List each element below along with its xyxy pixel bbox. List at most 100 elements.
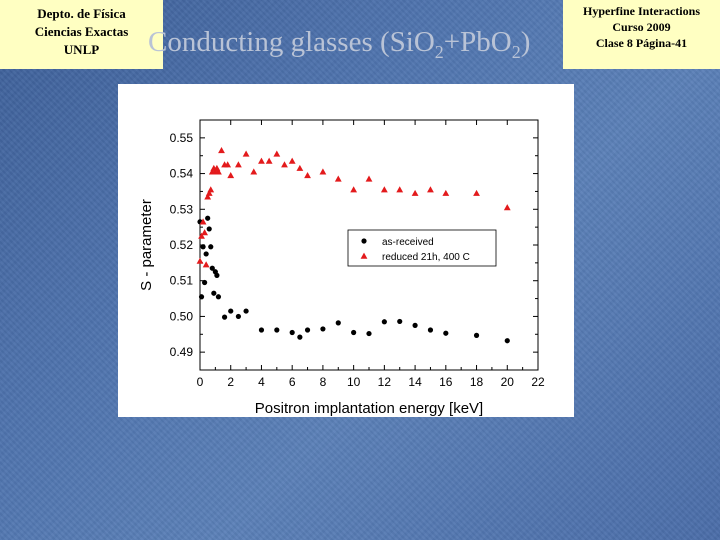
x-tick-label: 8 [320,375,327,389]
data-point-reduced [281,161,288,168]
x-tick-label: 0 [197,375,204,389]
chart-panel: 0 2 4 6 8 10 12 14 16 18 20 22 0.49 0.50 0.51 0.52 0.53 0… [118,84,574,417]
data-point-reduced [380,186,388,193]
faculty-line: Ciencias Exactas [34,24,129,39]
x-tick-label: 16 [439,375,453,389]
data-point-reduced [273,150,281,157]
data-point-reduced [215,168,222,175]
data-point-as-received [381,319,387,325]
data-point-reduced [227,171,235,179]
data-point-as-received [412,322,418,328]
legend-label: as-received [382,237,434,248]
data-point-reduced [473,189,480,196]
data-point-reduced [411,189,419,196]
course-year: Curso 2009 [612,20,671,34]
x-tick-label: 2 [227,375,234,389]
university-line: UNLP [63,42,100,57]
x-tick-label: 12 [378,375,392,389]
x-tick-label: 4 [258,375,265,389]
data-point-as-received [228,308,234,314]
legend-label: reduced 21h, 400 C [382,252,470,263]
data-point-reduced [218,146,225,154]
data-point-reduced [202,261,210,268]
x-tick-label: 14 [408,375,422,389]
data-point-reduced [296,164,304,171]
data-point-as-received [258,327,265,333]
data-point-reduced [235,161,242,168]
data-point-as-received [198,294,205,300]
data-point-as-received [320,326,326,332]
x-tick-label: 10 [347,375,361,389]
legend-marker-reduced [360,252,368,259]
course-name: Hyperfine Interactions [583,4,700,18]
y-tick-label: 0.50 [170,309,194,323]
data-point-reduced [427,186,434,193]
data-point-as-received [208,244,214,250]
data-point-as-received [335,320,341,326]
data-point-as-received [205,215,211,221]
data-point-reduced [396,186,404,193]
data-point-reduced [503,204,511,211]
data-point-as-received [427,327,434,333]
y-tick-label: 0.53 [170,202,194,216]
data-point-reduced [204,193,212,200]
data-point-as-received [351,329,357,336]
data-point-reduced [442,189,450,196]
s-parameter-chart: 0 2 4 6 8 10 12 14 16 18 20 22 0.49 0.50 0.51 0.52 0.53 0… [138,119,545,417]
data-point-reduced [365,175,373,182]
data-point-reduced [224,161,232,168]
data-point-reduced [250,168,258,175]
x-tick-label: 6 [289,375,296,389]
data-point-as-received [504,338,510,344]
legend-marker-as-received [361,238,367,244]
data-point-as-received [235,313,242,320]
data-point-reduced [304,171,311,179]
data-point-reduced [199,218,207,225]
y-tick-label: 0.52 [170,238,194,252]
legend-box [347,229,497,267]
data-point-reduced [207,186,215,193]
x-tick-label: 20 [501,375,515,389]
data-point-reduced [201,229,209,236]
x-tick-label: 18 [470,375,484,389]
y-tick-label: 0.51 [170,274,194,288]
x-axis-label: Positron implantation energy [keV] [255,400,483,417]
data-point-as-received [209,265,215,271]
title-text: ) [520,26,531,58]
data-point-reduced [205,189,213,196]
data-point-reduced [334,175,342,182]
data-point-reduced [319,168,327,175]
data-point-as-received [243,308,249,314]
data-point-as-received [289,329,295,336]
data-point-reduced [350,186,358,193]
y-tick-label: 0.55 [170,131,194,145]
class-page: Clase 8 Página-41 [595,36,688,50]
data-point-reduced [242,150,250,157]
y-tick-label: 0.49 [170,345,194,359]
data-point-as-received [206,226,212,232]
data-point-as-received [366,330,372,337]
y-tick-label: 0.54 [170,167,194,181]
data-point-reduced [196,257,204,264]
data-point-as-received [214,272,220,278]
data-point-as-received [304,327,311,333]
data-point-reduced [265,157,273,164]
y-axis-label: S - parameter [138,199,155,291]
department-line: Depto. de Física [37,6,126,21]
data-point-as-received [473,332,480,338]
department-header: Depto. de Física Ciencias Exactas UNLP [0,0,163,69]
data-point-as-received [200,244,206,250]
title-text: +PbO [443,26,512,58]
data-point-reduced [258,157,265,164]
title-text: Conducting glasses (SiO [148,26,435,58]
title-subscript: 2 [511,42,521,62]
data-point-as-received [297,334,303,340]
data-point-as-received [202,279,208,286]
data-point-as-received [203,251,209,257]
data-point-reduced [198,232,205,239]
data-point-as-received [221,314,228,320]
slide-title: Conducting glasses (SiO2+PbO2) [148,26,530,63]
data-point-as-received [443,330,449,336]
data-point-as-received [397,318,403,325]
data-point-as-received [274,327,280,333]
